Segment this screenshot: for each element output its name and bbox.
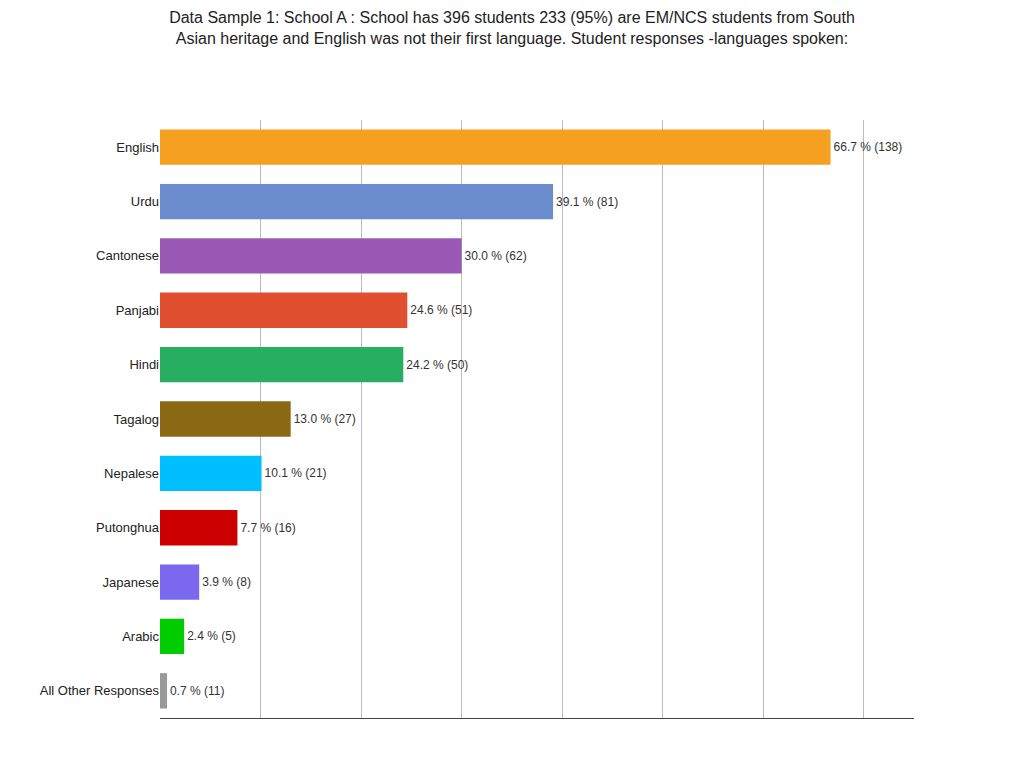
svg-text:Nepalese: Nepalese (104, 466, 159, 481)
svg-text:66.7 % (138): 66.7 % (138) (834, 140, 903, 154)
svg-text:Putonghua: Putonghua (96, 520, 160, 535)
svg-text:10.1 % (21): 10.1 % (21) (265, 466, 327, 480)
svg-text:Tagalog: Tagalog (113, 412, 159, 427)
svg-text:Panjabi: Panjabi (116, 303, 159, 318)
svg-text:39.1 % (81): 39.1 % (81) (556, 195, 618, 209)
svg-text:30.0 % (62): 30.0 % (62) (465, 249, 527, 263)
svg-text:3.9 % (8): 3.9 % (8) (202, 575, 251, 589)
svg-text:Arabic: Arabic (122, 629, 159, 644)
svg-text:Cantonese: Cantonese (96, 248, 159, 263)
svg-text:Urdu: Urdu (131, 194, 159, 209)
svg-text:2.4 % (5): 2.4 % (5) (187, 629, 236, 643)
svg-text:7.7 % (16): 7.7 % (16) (240, 521, 295, 535)
svg-text:Japanese: Japanese (103, 575, 159, 590)
svg-text:English: English (116, 140, 159, 155)
svg-text:0.7 % (11): 0.7 % (11) (170, 684, 224, 698)
svg-text:24.2 % (50): 24.2 % (50) (406, 358, 468, 372)
svg-text:24.6 % (51): 24.6 % (51) (410, 303, 472, 317)
svg-text:Hindi: Hindi (129, 357, 159, 372)
svg-text:Data Sample 1: School A : Scho: Data Sample 1: School A : School has 396… (169, 9, 855, 47)
svg-text:All Other Responses: All Other Responses (40, 683, 160, 698)
svg-text:13.0 % (27): 13.0 % (27) (294, 412, 356, 426)
